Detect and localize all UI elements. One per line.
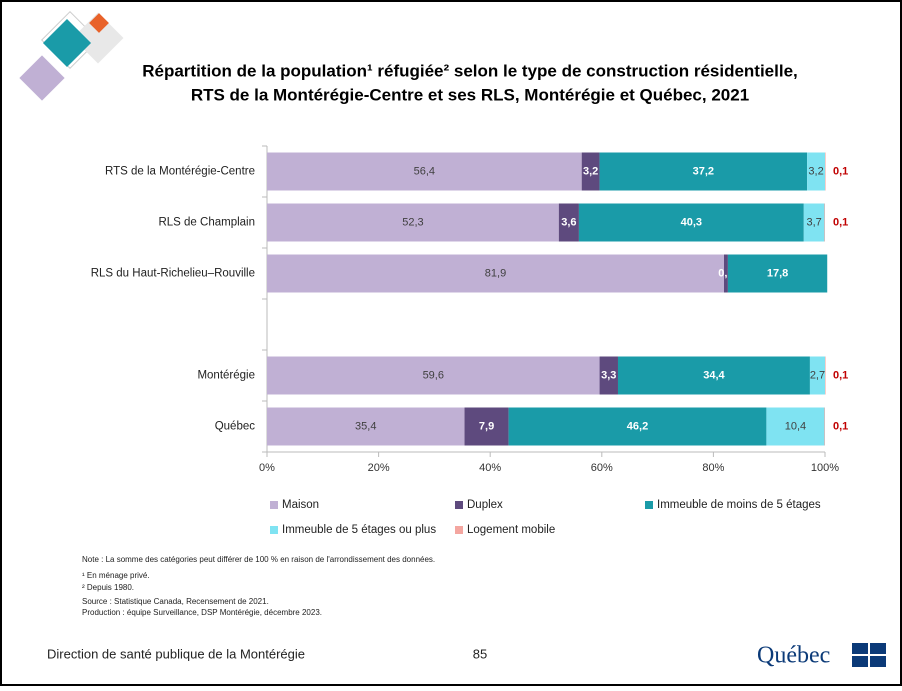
data-label: 35,4 [355,420,376,432]
data-label: 3,2 [583,165,598,177]
decor-diamond [19,55,65,101]
data-label: 0,1 [833,369,848,381]
bar-segment [267,152,582,191]
y-tick-label: RLS du Haut-Richelieu–Rouville [91,268,255,280]
bar-segment [824,407,825,446]
data-label: 0,1 [833,420,848,432]
bar-segment [581,152,600,191]
data-label: 52,3 [402,216,423,228]
data-label: 3,7 [806,216,821,228]
logo-flag [852,643,886,667]
bar-segment [809,356,825,395]
bar-segment [617,356,810,395]
y-tick-label: Montérégie [197,370,255,382]
bar-segment [724,254,728,293]
decor-diamond [72,12,124,64]
data-label: 17,8 [767,267,788,279]
data-label: 34,4 [703,369,725,381]
decor-diamond [89,13,109,33]
bar-segment [807,152,825,191]
bar-segment [766,407,825,446]
legend-swatch [455,501,463,509]
bar-segment [464,407,509,446]
data-label: 56,4 [414,165,435,177]
data-label: 3,2 [808,165,823,177]
bar-segment [599,356,618,395]
legend-label: Immeuble de moins de 5 étages [657,499,821,511]
data-label: 0,1 [833,216,848,228]
note: ¹ En ménage privé. [82,571,150,580]
legend-swatch [270,526,278,534]
bar-segment [267,254,725,293]
chart-title: Répartition de la population¹ réfugiée² … [142,61,798,80]
note: Production : équipe Surveillance, DSP Mo… [82,608,322,617]
data-label: 3,3 [601,369,616,381]
note: Note : La somme des catégories peut diff… [82,555,435,564]
bar-segment [825,356,826,395]
y-tick-label: Québec [215,421,256,433]
x-tick-label: 0% [259,462,275,474]
data-label: 10,4 [785,420,806,432]
bar-segment [578,203,804,242]
data-label: 46,2 [627,420,648,432]
data-label: 81,9 [485,267,506,279]
legend-label: Immeuble de 5 étages ou plus [282,524,436,536]
y-tick-label: RLS de Champlain [158,217,255,229]
y-tick-label: RTS de la Montérégie-Centre [105,166,255,178]
bar-segment [727,254,828,293]
data-label: 7,9 [479,420,494,432]
footer-organization: Direction de santé publique de la Montér… [47,646,305,661]
data-label: 3,6 [561,216,576,228]
data-label: 59,6 [423,369,444,381]
legend-swatch [270,501,278,509]
x-tick-label: 60% [591,462,613,474]
bar-segment [267,356,600,395]
data-label: 2,7 [810,369,825,381]
x-tick-label: 20% [368,462,390,474]
bar-segment [824,203,825,242]
legend-label: Logement mobile [467,524,555,536]
note: ² Depuis 1980. [82,583,134,592]
logo: Québec [757,643,830,669]
bar-segment [558,203,579,242]
data-label: 40,3 [681,216,702,228]
note: Source : Statistique Canada, Recensement… [82,597,269,606]
x-tick-label: 100% [811,462,839,474]
bar-segment [803,203,825,242]
legend-label: Duplex [467,499,503,511]
data-label: 37,2 [693,165,714,177]
data-label: 0,1 [833,165,848,177]
legend-swatch [645,501,653,509]
bar-segment [508,407,767,446]
x-tick-label: 80% [702,462,724,474]
legend-swatch [455,526,463,534]
legend-label: Maison [282,499,319,511]
chart-title: RTS de la Montérégie-Centre et ses RLS, … [191,85,749,104]
page-number: 85 [473,646,487,661]
bar-segment [267,407,465,446]
bar-segment [267,203,559,242]
x-tick-label: 40% [479,462,501,474]
bar-segment [599,152,808,191]
bar-segment [825,152,826,191]
